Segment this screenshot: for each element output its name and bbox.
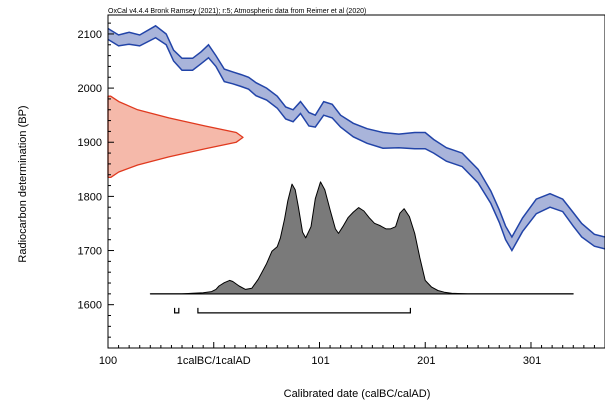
calibration-curve-lower-line xyxy=(107,36,605,253)
x-tick-label: 1calBC/1calAD xyxy=(177,355,251,367)
y-tick-label: 2100 xyxy=(78,29,102,41)
x-tick-label: 100 xyxy=(99,355,117,367)
x-tick-label: 101 xyxy=(311,355,329,367)
y-axis: 1600 1700 1800 1900 2000 2100 xyxy=(78,22,114,338)
x-tick-label: 301 xyxy=(523,355,541,367)
x-axis-title: Calibrated date (calBC/calAD) xyxy=(284,388,431,400)
calibration-curve xyxy=(107,24,605,253)
hpd-range-1 xyxy=(174,307,180,314)
y-tick-label: 1600 xyxy=(78,300,102,312)
radiocarbon-determination-distribution xyxy=(107,95,244,179)
plot-frame xyxy=(107,14,605,349)
y-axis-title: Radiocarbon determination (BP) xyxy=(17,105,29,262)
hpd-range-2 xyxy=(197,307,411,314)
posterior-distribution xyxy=(149,181,574,295)
y-tick-label: 1700 xyxy=(78,246,102,258)
chart-title: OxCal v4.4.4 Bronk Ramsey (2021); r:5; A… xyxy=(108,8,366,15)
x-tick-label: 201 xyxy=(417,355,435,367)
y-tick-label: 1800 xyxy=(78,191,102,203)
y-tick-label: 2000 xyxy=(78,83,102,95)
x-axis: 100 1calBC/1calAD 101 201 301 xyxy=(99,342,605,367)
hpd-ranges xyxy=(174,307,411,314)
calibration-curve-upper-line xyxy=(107,24,605,239)
y-tick-label: 1900 xyxy=(78,137,102,149)
